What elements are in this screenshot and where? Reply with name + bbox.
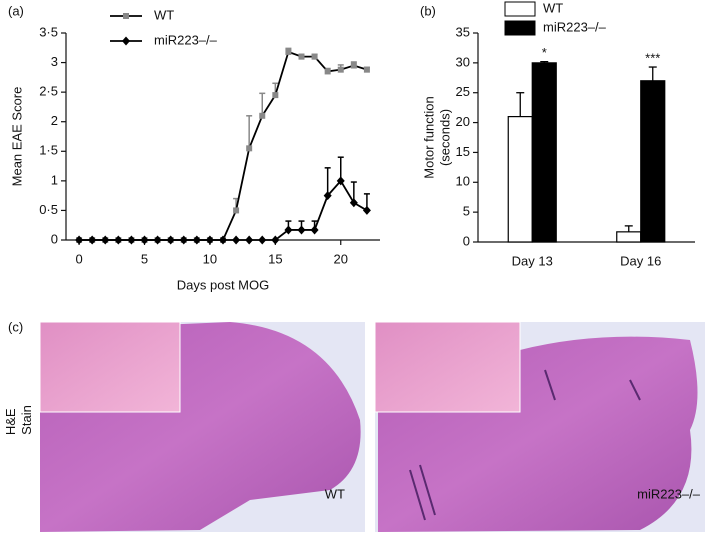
- legend-marker: [123, 13, 129, 19]
- marker: [75, 235, 84, 245]
- bar: [507, 115, 533, 243]
- image-label: WT: [325, 486, 345, 501]
- marker: [127, 235, 136, 245]
- marker: [298, 53, 305, 60]
- bar: [640, 80, 666, 243]
- marker: [259, 112, 266, 119]
- y-tick-label: 0: [463, 233, 470, 248]
- bar: [531, 62, 557, 243]
- marker: [101, 235, 110, 245]
- marker: [350, 62, 357, 69]
- marker: [272, 92, 279, 99]
- x-tick-label: 15: [268, 251, 282, 266]
- legend-label: miR223–/–: [154, 32, 218, 47]
- y-tick-label: 0·5: [39, 202, 58, 217]
- series-line: [79, 179, 368, 241]
- x-tick-label: 20: [334, 251, 348, 266]
- marker: [258, 235, 267, 245]
- marker: [114, 235, 123, 245]
- y-tick-label: 20: [456, 114, 470, 129]
- y-axis-label: Mean EAE Score: [9, 87, 24, 187]
- marker: [153, 235, 162, 245]
- y-tick-label: 2·5: [39, 84, 58, 99]
- marker: [205, 235, 214, 245]
- x-tick-label: 10: [203, 251, 217, 266]
- y-tick-label: 25: [456, 84, 470, 99]
- marker: [297, 225, 306, 235]
- marker: [311, 53, 318, 60]
- panel-label: (a): [8, 3, 24, 18]
- marker: [233, 207, 240, 214]
- y-axis-label: (seconds): [437, 109, 452, 166]
- y-tick-label: 3·5: [39, 24, 58, 39]
- marker: [192, 235, 201, 245]
- legend-swatch: [504, 1, 536, 17]
- marker: [166, 235, 175, 245]
- y-tick-label: 1: [51, 172, 58, 187]
- marker: [246, 145, 253, 152]
- side-label-line: Stain: [19, 405, 34, 435]
- legend-swatch: [504, 20, 536, 36]
- x-axis-label: Days post MOG: [177, 277, 269, 292]
- marker: [285, 48, 292, 55]
- histology-wt: [39, 321, 365, 532]
- marker: [88, 235, 97, 245]
- y-tick-label: 30: [456, 54, 470, 69]
- x-tick-label: 5: [141, 251, 148, 266]
- bar: [616, 231, 642, 243]
- legend-label: WT: [543, 0, 563, 15]
- panel-label: (c): [8, 319, 23, 334]
- y-tick-label: 35: [456, 24, 470, 39]
- image-label: miR223–/–: [637, 486, 701, 501]
- marker: [310, 225, 319, 235]
- histology-ko: [374, 321, 705, 532]
- side-label-line: H&E: [3, 408, 18, 435]
- marker: [324, 68, 331, 75]
- marker: [323, 191, 332, 201]
- marker: [179, 235, 188, 245]
- significance: ***: [645, 50, 660, 65]
- y-tick-label: 5: [463, 204, 470, 219]
- y-tick-label: 0: [51, 231, 58, 246]
- marker: [232, 235, 241, 245]
- y-axis-label: Motor function: [421, 96, 436, 178]
- marker: [337, 66, 344, 73]
- marker: [271, 235, 280, 245]
- marker: [362, 205, 371, 215]
- marker: [284, 225, 293, 235]
- y-tick-label: 1·5: [39, 143, 58, 158]
- marker: [363, 66, 370, 73]
- x-tick-label: Day 13: [512, 253, 553, 268]
- marker: [349, 198, 358, 208]
- panel-label: (b): [420, 3, 436, 18]
- legend-label: WT: [154, 7, 174, 22]
- y-tick-label: 2: [51, 113, 58, 128]
- significance: *: [542, 45, 547, 60]
- marker: [140, 235, 149, 245]
- series-line: [79, 50, 368, 241]
- marker: [219, 235, 227, 245]
- marker: [336, 176, 345, 186]
- y-tick-label: 3: [51, 54, 58, 69]
- x-tick-label: Day 16: [620, 253, 661, 268]
- y-tick-label: 10: [456, 174, 470, 189]
- marker: [245, 235, 254, 245]
- x-tick-label: 0: [75, 251, 82, 266]
- legend-marker: [122, 36, 130, 46]
- side-label: H&E Stain: [3, 405, 34, 435]
- y-tick-label: 15: [456, 144, 470, 159]
- legend-label: miR223–/–: [543, 19, 607, 34]
